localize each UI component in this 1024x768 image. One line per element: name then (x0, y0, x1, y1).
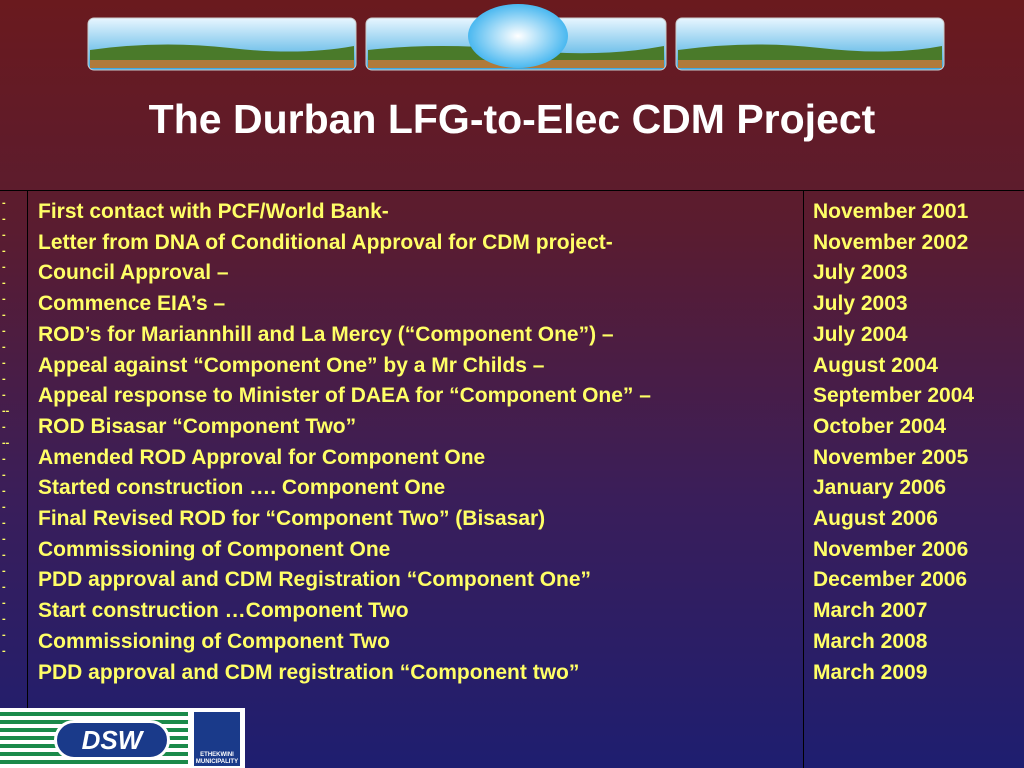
event-cell: Commissioning of Component Two (38, 629, 390, 653)
table-border (0, 190, 1024, 191)
row-marker: - (2, 565, 6, 577)
event-cell: Final Revised ROD for “Component Two” (B… (38, 507, 546, 530)
date-cell: March 2008 (813, 629, 928, 653)
table-border (803, 190, 804, 768)
row-marker: - (2, 245, 6, 257)
row-marker: - (2, 213, 6, 225)
row-marker: - (2, 549, 6, 561)
row-marker: - (2, 501, 6, 513)
date-cell: March 2007 (813, 599, 928, 623)
slide-title: The Durban LFG-to-Elec CDM Project (148, 96, 876, 142)
date-cell: November 2006 (813, 537, 969, 561)
event-cell: ROD Bisasar “Component Two” (38, 414, 357, 438)
row-marker: - (2, 357, 6, 369)
date-cell: January 2006 (813, 476, 947, 500)
date-cell: October 2004 (813, 414, 947, 438)
logo-area: DSW ETHEKWINI MUNICIPALITY (0, 708, 245, 768)
event-cell: Council Approval – (38, 261, 229, 285)
event-cell: Commence EIA’s – (38, 292, 226, 316)
row-marker: - (2, 325, 6, 337)
event-cell: Amended ROD Approval for Component One (38, 445, 486, 469)
banner-panel (87, 17, 357, 71)
date-cell: July 2003 (813, 292, 908, 316)
row-marker: - (2, 261, 6, 273)
row-marker: -- (2, 405, 10, 417)
row-marker: - (2, 453, 6, 465)
row-marker: - (2, 517, 6, 529)
event-cell: Commissioning of Component One (38, 537, 391, 561)
row-marker: - (2, 293, 6, 305)
row-marker: - (2, 469, 6, 481)
row-marker: - (2, 197, 6, 209)
banner-panel (675, 17, 945, 71)
date-cell: August 2004 (813, 353, 938, 377)
event-cell: Started construction …. Component One (38, 476, 446, 500)
row-marker: - (2, 373, 6, 385)
date-cell: December 2006 (813, 568, 968, 592)
ethekwini-logo: ETHEKWINI MUNICIPALITY (194, 712, 240, 766)
row-marker: - (2, 485, 6, 497)
event-cell: First contact with PCF/World Bank- (38, 200, 389, 223)
dsw-logo: DSW (54, 720, 170, 760)
table-border (27, 190, 28, 768)
row-marker: - (2, 309, 6, 321)
row-marker: - (2, 533, 6, 545)
event-cell: Letter from DNA of Conditional Approval … (38, 230, 613, 254)
row-marker: - (2, 629, 6, 641)
date-cell: July 2004 (813, 322, 908, 346)
row-marker: - (2, 341, 6, 353)
row-marker: - (2, 229, 6, 241)
date-cell: November 2001 (813, 200, 969, 223)
event-cell: Appeal response to Minister of DAEA for … (38, 384, 651, 408)
date-cell: August 2006 (813, 507, 938, 530)
date-cell: November 2002 (813, 230, 969, 254)
row-marker: - (2, 645, 6, 657)
row-marker: - (2, 277, 6, 289)
row-marker: - (2, 389, 6, 401)
event-cell: ROD’s for Mariannhill and La Mercy (“Com… (38, 322, 614, 346)
date-cell: July 2003 (813, 261, 908, 285)
banner-panel (365, 4, 667, 71)
event-cell: PDD approval and CDM Registration “Compo… (38, 568, 592, 592)
date-cell: September 2004 (813, 384, 975, 408)
row-marker: - (2, 421, 6, 433)
row-marker: -- (2, 437, 10, 449)
row-marker: - (2, 613, 6, 625)
event-cell: Appeal against “Component One” by a Mr C… (38, 353, 545, 377)
row-marker: - (2, 581, 6, 593)
event-cell: PDD approval and CDM registration “Compo… (38, 660, 580, 684)
banner (87, 4, 945, 71)
date-cell: March 2009 (813, 660, 928, 684)
date-cell: November 2005 (813, 445, 969, 469)
event-cell: Start construction …Component Two (38, 599, 409, 623)
row-marker: - (2, 597, 6, 609)
